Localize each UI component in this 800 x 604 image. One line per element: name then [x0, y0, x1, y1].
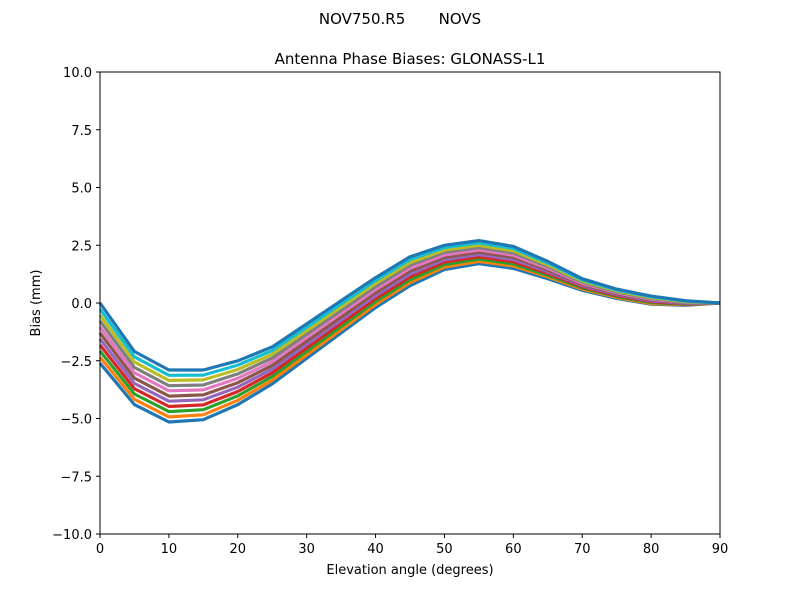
- series-lines: [98, 239, 721, 424]
- x-axis: 0 10 20 30 40 50 60 70 80 90: [96, 534, 728, 557]
- y-tick-label: −5.0: [60, 413, 92, 428]
- x-tick-label: 90: [712, 542, 729, 557]
- series-line: [98, 239, 721, 372]
- y-axis: 10.0 7.5 5.0 2.5 0.0 −2.5 −5.0 −7.5 −10.0: [52, 66, 100, 543]
- x-axis-label: Elevation angle (degrees): [326, 563, 493, 578]
- y-tick-label: 7.5: [71, 124, 92, 139]
- x-tick-label: 60: [505, 542, 522, 557]
- x-tick-label: 0: [96, 542, 104, 557]
- x-tick-label: 30: [298, 542, 315, 557]
- y-tick-label: −7.5: [60, 470, 92, 485]
- chart-title: Antenna Phase Biases: GLONASS-L1: [275, 50, 546, 68]
- y-tick-label: −2.5: [60, 355, 92, 370]
- x-tick-label: 40: [367, 542, 384, 557]
- x-tick-label: 70: [574, 542, 591, 557]
- figure-suptitle: NOV750.R5 NOVS: [319, 10, 481, 28]
- plot-frame: [99, 71, 721, 535]
- y-tick-label: 0.0: [71, 297, 92, 312]
- y-tick-label: 10.0: [63, 66, 92, 81]
- y-axis-label: Bias (mm): [29, 270, 44, 337]
- x-tick-label: 80: [643, 542, 660, 557]
- y-tick-label: 2.5: [71, 239, 92, 254]
- y-tick-label: 5.0: [71, 182, 92, 197]
- series-line: [98, 262, 721, 424]
- x-tick-label: 50: [436, 542, 453, 557]
- x-tick-label: 10: [161, 542, 178, 557]
- x-tick-label: 20: [230, 542, 247, 557]
- y-tick-label: −10.0: [52, 528, 92, 543]
